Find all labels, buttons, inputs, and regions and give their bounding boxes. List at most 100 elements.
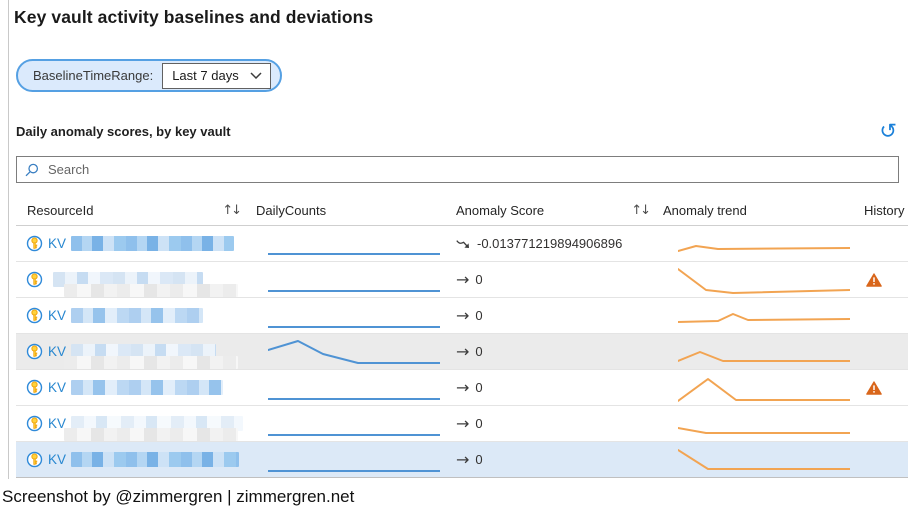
daily-counts-cell xyxy=(256,229,456,259)
history-cell xyxy=(862,345,908,359)
anomaly-trend-cell xyxy=(663,337,862,367)
table-row[interactable]: KV → 0 xyxy=(16,370,908,406)
anomaly-score-cell: → 0 xyxy=(456,377,663,397)
key-vault-icon xyxy=(26,235,43,252)
column-header-resourceid[interactable]: ResourceId ↑↓ xyxy=(27,203,242,218)
redacted-resource-name xyxy=(71,452,240,467)
resource-cell: KV xyxy=(16,451,256,468)
key-vault-icon xyxy=(26,271,43,288)
screenshot-credit: Screenshot by @zimmergren | zimmergren.n… xyxy=(2,487,355,506)
anomaly-trend-cell xyxy=(663,229,862,259)
timerange-dropdown[interactable]: Last 7 days xyxy=(162,62,271,89)
daily-counts-cell xyxy=(256,301,456,331)
daily-counts-sparkline xyxy=(268,289,440,292)
key-vault-icon xyxy=(26,379,43,396)
history-cell xyxy=(862,272,908,287)
anomaly-score-cell: → 0 xyxy=(456,449,663,469)
daily-counts-sparkline xyxy=(268,325,440,328)
anomaly-trend-cell xyxy=(663,265,862,295)
resource-link[interactable]: KV xyxy=(48,308,67,323)
history-cell xyxy=(862,309,908,323)
daily-counts-cell xyxy=(256,265,456,295)
search-input[interactable] xyxy=(46,161,890,178)
key-vault-icon xyxy=(26,451,43,468)
baseline-timerange-pill[interactable]: BaselineTimeRange: Last 7 days xyxy=(16,59,282,92)
anomaly-trend-sparkline xyxy=(678,244,850,252)
history-cell xyxy=(862,380,908,395)
anomaly-score-cell: → 0 xyxy=(456,305,663,325)
daily-counts-sparkline xyxy=(268,339,440,364)
resource-link[interactable]: KV xyxy=(48,380,67,395)
resource-cell: KV xyxy=(16,415,256,432)
anomaly-score-value: 0 xyxy=(475,272,483,287)
steady-arrow-icon: → xyxy=(456,449,470,469)
anomaly-score-value: -0.013771219894906896 xyxy=(477,236,623,251)
key-vault-icon xyxy=(26,343,43,360)
redacted-overlay xyxy=(64,428,238,441)
daily-counts-cell xyxy=(256,445,456,475)
column-header-history[interactable]: History xyxy=(864,203,905,218)
anomaly-trend-cell xyxy=(663,409,862,439)
key-vault-icon xyxy=(26,307,43,324)
table-row[interactable]: KV → 0 xyxy=(16,406,908,442)
anomaly-trend-sparkline xyxy=(678,448,850,470)
section-title: Daily anomaly scores, by key vault xyxy=(16,123,231,139)
redacted-resource-name xyxy=(71,344,217,359)
daily-counts-sparkline xyxy=(268,469,440,472)
steady-arrow-icon: → xyxy=(456,341,470,361)
anomaly-trend-sparkline xyxy=(678,312,850,323)
anomaly-score-value: 0 xyxy=(475,308,483,323)
anomaly-trend-cell xyxy=(663,445,862,475)
redacted-resource-name xyxy=(71,380,224,395)
daily-counts-sparkline xyxy=(268,252,440,255)
column-header-anomaly-trend[interactable]: Anomaly trend xyxy=(663,203,747,218)
panel-left-border xyxy=(8,0,9,479)
history-cell xyxy=(862,417,908,431)
anomaly-trend-sparkline xyxy=(678,267,850,294)
anomaly-score-value: 0 xyxy=(475,344,483,359)
page-title: Key vault activity baselines and deviati… xyxy=(14,7,374,27)
anomaly-score-value: 0 xyxy=(475,452,483,467)
daily-counts-sparkline xyxy=(268,433,440,436)
resource-link[interactable]: KV xyxy=(48,452,67,467)
table-row[interactable]: → 0 xyxy=(16,262,908,298)
column-header-anomaly-score[interactable]: Anomaly Score ↑↓ xyxy=(456,203,651,218)
table-row[interactable]: KV → 0 xyxy=(16,298,908,334)
chevron-down-icon xyxy=(250,72,262,79)
column-header-dailycounts[interactable]: DailyCounts xyxy=(256,203,327,218)
redacted-overlay xyxy=(64,284,238,297)
anomaly-trend-cell xyxy=(663,301,862,331)
anomaly-score-cell: -0.013771219894906896 xyxy=(456,236,663,251)
undo-icon[interactable]: ↺ xyxy=(879,119,897,143)
daily-counts-sparkline xyxy=(268,397,440,400)
anomaly-trend-cell xyxy=(663,373,862,403)
anomaly-trend-sparkline xyxy=(678,377,850,402)
daily-counts-cell xyxy=(256,409,456,439)
steady-arrow-icon: → xyxy=(456,305,470,325)
key-vault-icon xyxy=(26,415,43,432)
resource-cell xyxy=(16,271,256,288)
redacted-resource-name xyxy=(71,416,244,431)
steady-arrow-icon: → xyxy=(456,269,470,289)
anomaly-trend-sparkline xyxy=(678,350,850,362)
sort-icon[interactable]: ↑↓ xyxy=(631,203,651,218)
anomaly-score-value: 0 xyxy=(475,416,483,431)
redacted-resource-name xyxy=(71,236,235,251)
resource-link[interactable]: KV xyxy=(48,416,67,431)
table-row[interactable]: KV → 0 xyxy=(16,442,908,478)
table-row[interactable]: KV -0.013771219894906896 xyxy=(16,226,908,262)
daily-counts-cell xyxy=(256,373,456,403)
resource-link[interactable]: KV xyxy=(48,344,67,359)
resource-cell: KV xyxy=(16,379,256,396)
anomaly-trend-sparkline xyxy=(678,426,850,434)
sort-icon[interactable]: ↑↓ xyxy=(222,203,242,218)
table-body: KV -0.013771219894906896 xyxy=(16,226,908,478)
resource-link[interactable]: KV xyxy=(48,236,67,251)
resource-cell: KV xyxy=(16,235,256,252)
table-row[interactable]: KV → 0 xyxy=(16,334,908,370)
history-cell xyxy=(862,453,908,467)
search-box[interactable] xyxy=(16,156,899,183)
trend-down-icon xyxy=(456,239,469,248)
steady-arrow-icon: → xyxy=(456,377,470,397)
daily-counts-cell xyxy=(256,337,456,367)
